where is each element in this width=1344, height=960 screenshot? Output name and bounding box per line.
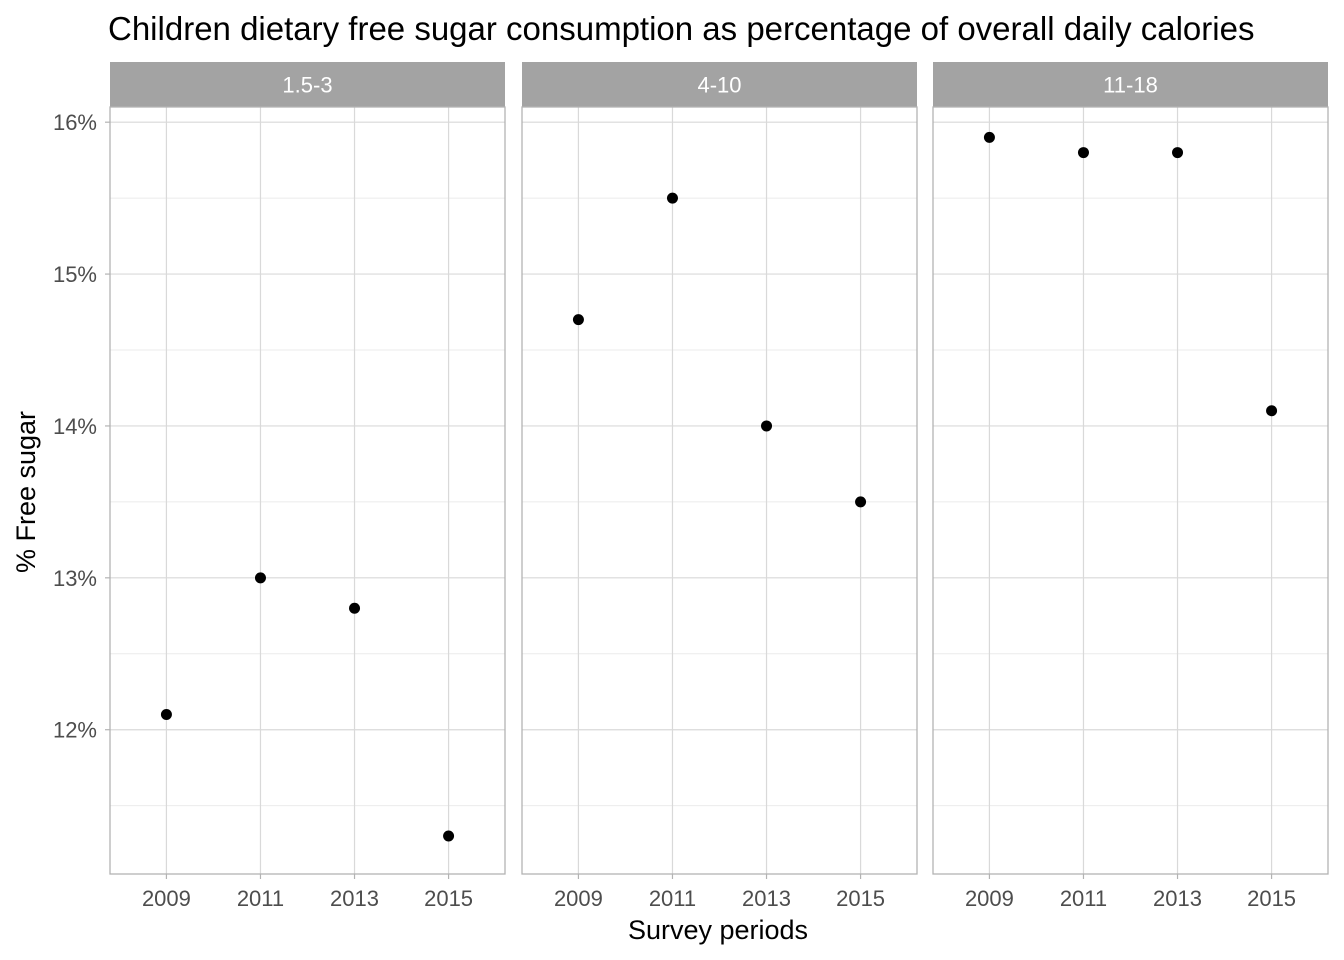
facet-strip	[933, 62, 1328, 107]
facet-panel: 4-10 2009 2011 2013 2015	[521, 62, 918, 911]
data-point	[349, 602, 361, 614]
x-tick-label: 2011	[237, 886, 284, 911]
data-point	[443, 830, 455, 842]
panel-border	[109, 106, 506, 875]
facet-strip	[522, 62, 917, 107]
facet-panel: 1.5-3 2009 2011 2013 2015	[109, 62, 506, 911]
facet-panels: 1.5-3 2009 2011 2013 2015 4-10 2009 2011 2013 201…	[53, 62, 1329, 911]
data-point	[983, 131, 995, 143]
x-tick-label: 2013	[1153, 886, 1202, 911]
chart-title: Children dietary free sugar consumption …	[108, 10, 1254, 47]
y-tick-label: 15%	[53, 262, 97, 287]
x-tick-label: 2009	[142, 886, 191, 911]
y-tick-label: 16%	[53, 110, 97, 135]
x-tick-label: 2015	[836, 886, 885, 911]
data-point	[1172, 147, 1184, 159]
facet-strip-label: 1.5-3	[282, 73, 332, 98]
data-point	[1266, 405, 1278, 417]
x-tick-label: 2011	[649, 886, 696, 911]
y-tick-label: 13%	[53, 566, 97, 591]
y-axis-title: % Free sugar	[11, 411, 41, 573]
x-tick-label: 2015	[424, 886, 473, 911]
facet-panel: 11-18 2009 2011 2013 2015	[932, 62, 1329, 911]
facet-strip-label: 11-18	[1103, 73, 1158, 98]
data-point	[572, 314, 584, 326]
y-tick-label: 14%	[53, 414, 97, 439]
y-tick-label: 12%	[53, 718, 97, 743]
data-point	[666, 192, 678, 204]
x-tick-label: 2009	[965, 886, 1014, 911]
data-point	[855, 496, 867, 508]
x-tick-label: 2013	[742, 886, 791, 911]
x-tick-label: 2015	[1247, 886, 1296, 911]
data-point	[254, 572, 266, 584]
data-point	[160, 709, 172, 721]
x-axis-title: Survey periods	[628, 915, 808, 945]
data-point	[761, 420, 773, 432]
facet-strip	[110, 62, 505, 107]
x-tick-label: 2013	[330, 886, 379, 911]
panel-border	[521, 106, 918, 875]
facet-strip-label: 4-10	[697, 73, 741, 98]
x-tick-label: 2011	[1060, 886, 1107, 911]
x-tick-label: 2009	[554, 886, 603, 911]
data-point	[1077, 147, 1089, 159]
panel-border	[932, 106, 1329, 875]
